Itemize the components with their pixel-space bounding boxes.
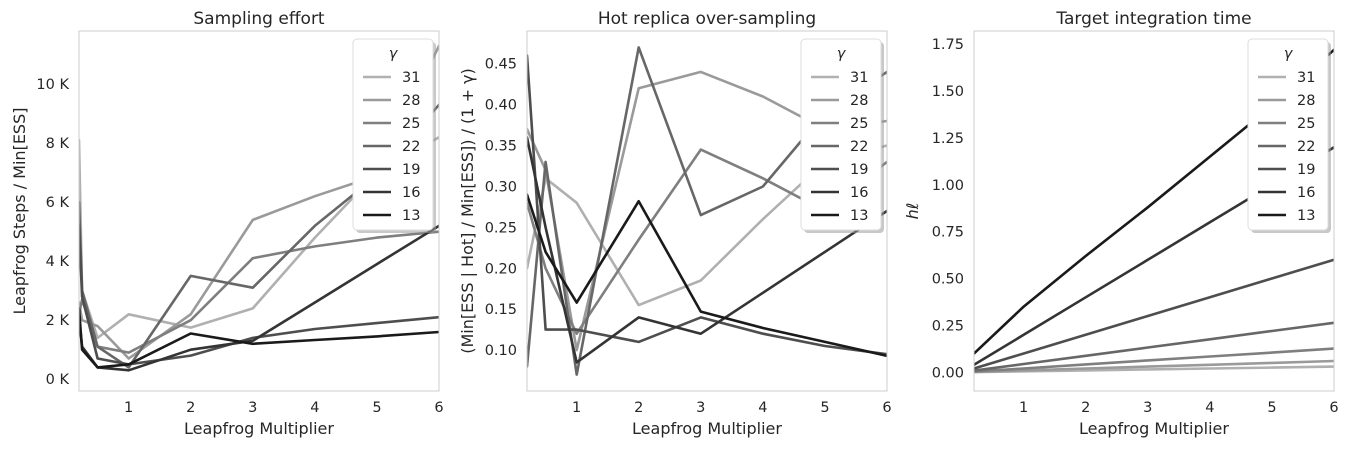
y-tick-label: 1.25 bbox=[932, 131, 964, 147]
x-tick-label: 5 bbox=[1267, 400, 1276, 416]
chart-title: Sampling effort bbox=[193, 9, 325, 29]
legend-label: 25 bbox=[850, 116, 868, 132]
y-tick-label: 0.40 bbox=[485, 98, 517, 114]
chart-title: Target integration time bbox=[1055, 9, 1251, 29]
series-line-28 bbox=[974, 359, 1334, 374]
series-line-16 bbox=[527, 136, 887, 364]
legend-label: 31 bbox=[1297, 70, 1315, 86]
y-tick-label: 10 K bbox=[36, 77, 69, 93]
y-tick-label: 1.00 bbox=[932, 178, 964, 194]
legend: γ31 28 25 22 19 16 13 bbox=[1247, 38, 1331, 233]
legend-label: 22 bbox=[402, 139, 420, 155]
legend: γ31 28 25 22 19 16 13 bbox=[352, 38, 436, 233]
y-tick-label: 1.50 bbox=[932, 84, 964, 100]
x-tick-label: 1 bbox=[1019, 400, 1028, 416]
legend-label: 31 bbox=[850, 70, 868, 86]
y-tick-label: 0.50 bbox=[932, 272, 964, 288]
legend-label: 16 bbox=[850, 185, 868, 201]
x-tick-label: 2 bbox=[634, 400, 643, 416]
panel-sampling-effort: Sampling effort Leapfrog Multiplier Leapfr… bbox=[10, 9, 444, 438]
series-line-13 bbox=[527, 193, 887, 358]
series-line-19 bbox=[527, 54, 887, 356]
panel-target-integration-time: Target integration time Leapfrog Multipli… bbox=[903, 9, 1339, 438]
y-axis-label: hℓ bbox=[903, 203, 922, 220]
x-tick-label: 3 bbox=[248, 400, 257, 416]
y-tick-label: 0.15 bbox=[485, 302, 517, 318]
y-tick-label: 0.35 bbox=[485, 139, 517, 155]
series-line-16 bbox=[79, 224, 439, 372]
y-tick-label: 6 K bbox=[46, 195, 70, 211]
legend-label: 25 bbox=[402, 116, 420, 132]
x-tick-label: 4 bbox=[1205, 400, 1214, 416]
x-axis-label: Leapfrog Multiplier bbox=[184, 419, 334, 438]
legend-title: γ bbox=[389, 46, 399, 62]
y-tick-label: 2 K bbox=[46, 313, 70, 329]
y-tick-label: 0.25 bbox=[485, 220, 517, 236]
legend-label: 13 bbox=[850, 208, 868, 224]
y-tick-label: 0.45 bbox=[485, 57, 517, 73]
x-tick-label: 6 bbox=[882, 400, 891, 416]
x-tick-label: 6 bbox=[434, 400, 443, 416]
plot-frame bbox=[973, 30, 1335, 392]
series-line-25 bbox=[79, 230, 439, 354]
y-tick-label: 0.20 bbox=[485, 261, 517, 277]
y-axis-label: (Min[ESS | Hot] / Min[ESS]) / (1 + γ) bbox=[458, 68, 477, 354]
y-tick-label: 0.30 bbox=[485, 179, 517, 195]
x-axis-label: Leapfrog Multiplier bbox=[1079, 419, 1229, 438]
y-tick-label: 0.25 bbox=[932, 318, 964, 334]
legend-title: γ bbox=[837, 46, 847, 62]
x-tick-label: 4 bbox=[310, 400, 319, 416]
y-tick-label: 0 K bbox=[46, 372, 70, 388]
plot-frame bbox=[78, 30, 440, 392]
legend-label: 13 bbox=[1297, 208, 1315, 224]
x-tick-label: 2 bbox=[1081, 400, 1090, 416]
x-tick-label: 4 bbox=[758, 400, 767, 416]
x-tick-label: 3 bbox=[1143, 400, 1152, 416]
x-tick-label: 1 bbox=[124, 400, 133, 416]
x-axis-label: Leapfrog Multiplier bbox=[632, 419, 782, 438]
y-tick-label: 0.00 bbox=[932, 365, 964, 381]
legend-label: 25 bbox=[1297, 116, 1315, 132]
panel-hot-replica-over-sampling: Hot replica over-sampling Leapfrog Multip… bbox=[458, 9, 892, 438]
x-tick-label: 6 bbox=[1329, 400, 1338, 416]
legend-label: 19 bbox=[1297, 162, 1315, 178]
series-line-25 bbox=[974, 347, 1334, 373]
legend-label: 16 bbox=[402, 185, 420, 201]
legend-label: 28 bbox=[850, 93, 868, 109]
chart-title: Hot replica over-sampling bbox=[598, 9, 816, 29]
legend-label: 28 bbox=[1297, 93, 1315, 109]
x-tick-label: 2 bbox=[186, 400, 195, 416]
legend-label: 28 bbox=[402, 93, 420, 109]
y-tick-label: 8 K bbox=[46, 136, 70, 152]
y-tick-label: 0.10 bbox=[485, 343, 517, 359]
series-line-19 bbox=[79, 224, 439, 366]
legend: γ31 28 25 22 19 16 13 bbox=[800, 38, 884, 233]
y-tick-label: 0.75 bbox=[932, 225, 964, 241]
y-tick-label: 1.75 bbox=[932, 37, 964, 53]
legend-label: 22 bbox=[850, 139, 868, 155]
plot-frame bbox=[526, 30, 888, 392]
series-line-22 bbox=[974, 321, 1334, 372]
legend-label: 13 bbox=[402, 208, 420, 224]
x-tick-label: 5 bbox=[820, 400, 829, 416]
x-tick-label: 3 bbox=[696, 400, 705, 416]
legend-label: 31 bbox=[402, 70, 420, 86]
x-tick-label: 5 bbox=[372, 400, 381, 416]
y-axis-label: Leapfrog Steps / Min[ESS] bbox=[10, 108, 29, 315]
legend-label: 22 bbox=[1297, 139, 1315, 155]
legend-label: 16 bbox=[1297, 185, 1315, 201]
y-tick-label: 4 K bbox=[46, 254, 70, 270]
series-line-19 bbox=[974, 258, 1334, 370]
x-tick-label: 1 bbox=[572, 400, 581, 416]
legend-label: 19 bbox=[402, 162, 420, 178]
series-line-13 bbox=[79, 307, 439, 369]
legend-title: γ bbox=[1284, 46, 1294, 62]
legend-label: 19 bbox=[850, 162, 868, 178]
